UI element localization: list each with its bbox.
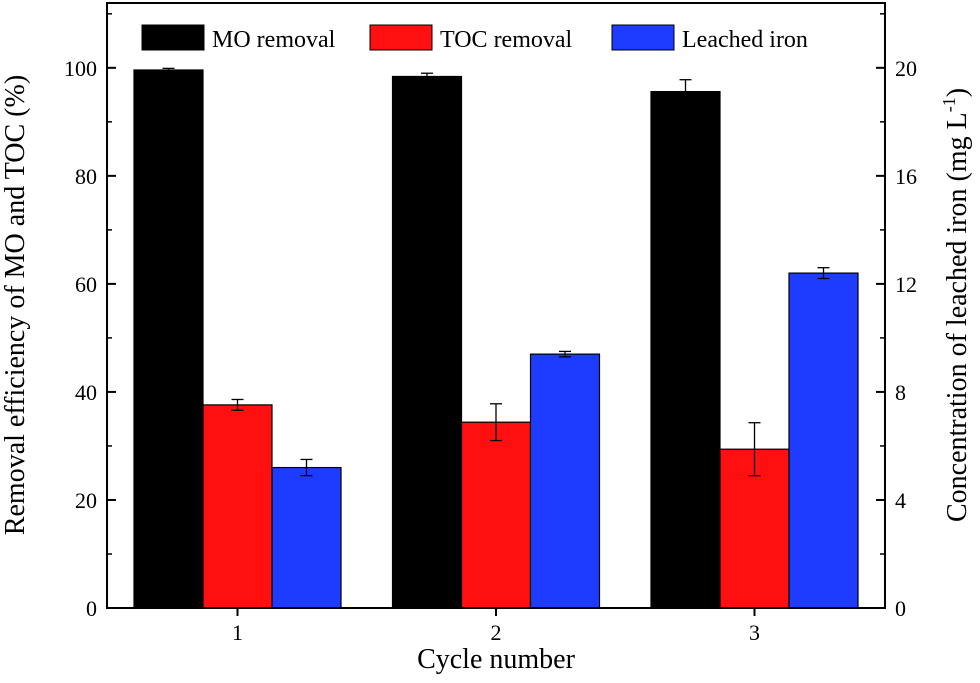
- legend-swatch-2: [369, 24, 433, 51]
- y-left-tick-label: 80: [75, 164, 97, 189]
- error-bar-3-3: [817, 267, 830, 280]
- y-left-tick-label: 20: [75, 488, 97, 513]
- error-bar-3-1: [300, 458, 313, 477]
- bar-3-3: [788, 272, 859, 609]
- legend-label-1: MO removal: [212, 27, 336, 53]
- bar-1-2: [391, 75, 463, 609]
- y-axis-right-title-sup: -1: [939, 97, 959, 112]
- right-axis: 0 4 8 12 16 20: [876, 13, 917, 621]
- legend: MO removal TOC removal Leached iron: [141, 24, 808, 53]
- y-axis-right-title: Concentration of leached iron (mg L-1): [939, 88, 973, 522]
- x-axis-title: Cycle number: [417, 644, 576, 675]
- bars-layer: [133, 69, 859, 609]
- legend-label-2: TOC removal: [440, 27, 573, 53]
- y-left-tick-label: 40: [75, 380, 97, 405]
- left-axis: 0 20 40 60 80 100: [64, 13, 116, 621]
- bar-2-2: [460, 421, 532, 609]
- errorbars-layer: [162, 67, 830, 477]
- bar-3-1: [271, 466, 342, 609]
- y-right-tick-label: 0: [895, 596, 906, 621]
- error-bar-2-2: [490, 403, 502, 442]
- x-tick-label: 1: [232, 620, 243, 645]
- y-left-tick-label: 0: [86, 596, 97, 621]
- x-tick-label: 2: [491, 620, 502, 645]
- x-tick-label: 3: [749, 620, 760, 645]
- y-right-tick-label: 4: [895, 488, 906, 513]
- legend-label-3: Leached iron: [682, 27, 808, 53]
- bar-1-1: [133, 69, 204, 609]
- y-right-tick-label: 20: [895, 56, 917, 81]
- error-bar-2-1: [231, 398, 244, 411]
- bar-1-3: [650, 90, 721, 609]
- y-right-tick-label: 8: [895, 380, 906, 405]
- error-bar-3-2: [559, 350, 571, 358]
- bar-2-1: [202, 404, 273, 609]
- y-left-tick-label: 60: [75, 272, 97, 297]
- error-bar-1-3: [679, 79, 692, 105]
- y-right-tick-label: 16: [895, 164, 917, 189]
- y-axis-left-title: Removal efficiency of MO and TOC (%): [0, 75, 31, 535]
- y-axis-right-title-close: ): [942, 88, 973, 97]
- error-bar-1-1: [162, 67, 175, 73]
- y-left-tick-label: 100: [64, 56, 97, 81]
- bar-3-2: [529, 353, 601, 609]
- y-right-tick-label: 12: [895, 272, 917, 297]
- legend-swatch-3: [611, 24, 675, 51]
- error-bar-1-2: [421, 72, 433, 81]
- x-axis: 1 2 3: [232, 608, 760, 645]
- error-bar-2-3: [748, 422, 761, 477]
- y-axis-right-title-main: Concentration of leached iron (mg L: [942, 112, 973, 522]
- legend-swatch-1: [141, 24, 205, 51]
